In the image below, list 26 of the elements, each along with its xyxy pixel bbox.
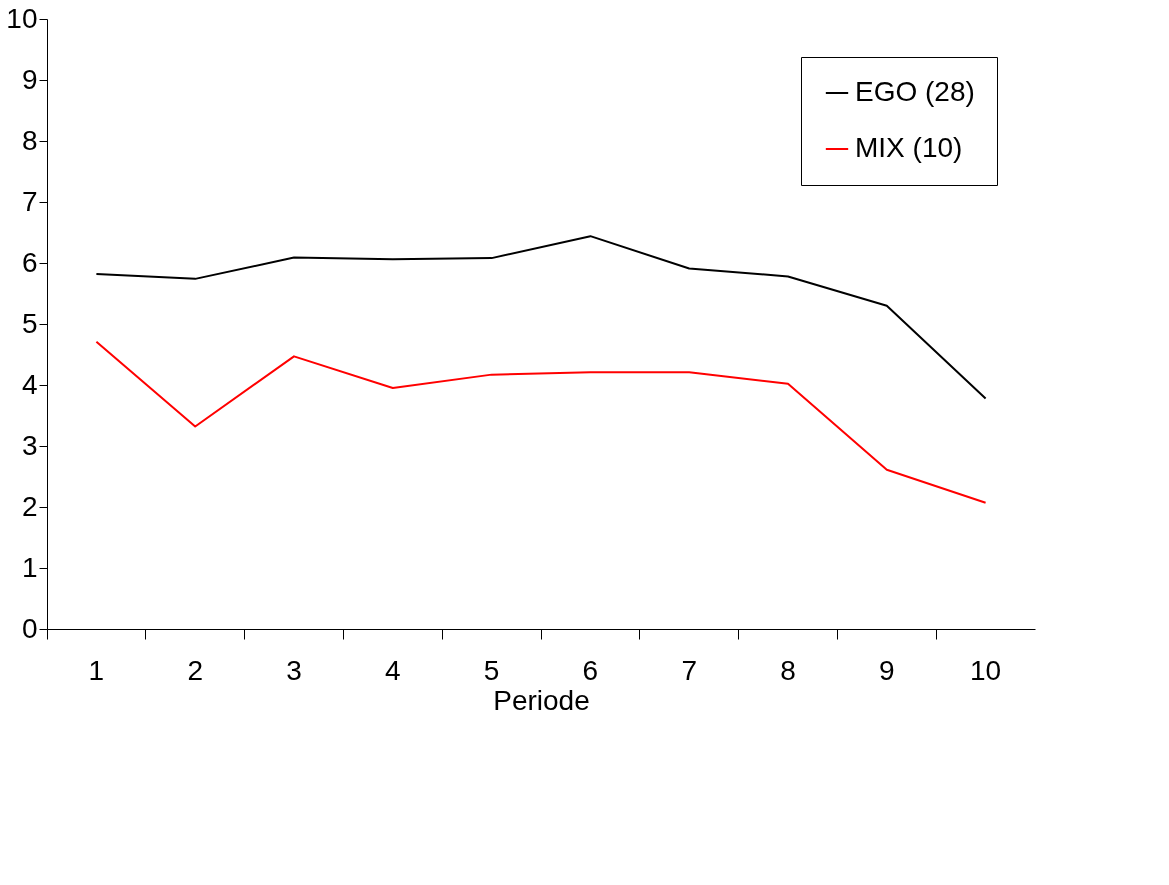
y-tick-label: 8: [21, 124, 38, 156]
y-tick-label: 7: [21, 185, 38, 217]
line-series: [95, 235, 987, 400]
x-tick-label: 3: [286, 654, 302, 686]
y-tick-label: 1: [21, 551, 38, 583]
y-tick-label: 6: [21, 246, 38, 278]
x-tick-label: 8: [780, 654, 796, 686]
y-tick-label: 3: [21, 429, 38, 461]
x-tick-label: 9: [879, 654, 895, 686]
y-tick-label: 5: [21, 307, 38, 339]
y-tick-label: 0: [21, 612, 38, 644]
x-tick-label: 7: [681, 654, 697, 686]
x-tick-label: 4: [385, 654, 401, 686]
y-tick-label: 9: [21, 63, 38, 95]
x-tick-label: 6: [582, 654, 599, 686]
x-tick-label: 5: [483, 654, 500, 686]
y-tick-label: 4: [21, 368, 38, 400]
y-tick-label: 10: [6, 2, 38, 34]
legend-label: MIX (10): [855, 132, 963, 163]
legend-label: EGO (28): [855, 76, 975, 107]
y-tick-label: 2: [21, 490, 38, 522]
x-tick-label: 2: [187, 654, 203, 686]
x-tick-label: 1: [88, 654, 105, 686]
x-tick-label: 10: [970, 654, 1002, 686]
line-series: [95, 340, 987, 504]
x-axis-title: Periode: [493, 684, 590, 716]
